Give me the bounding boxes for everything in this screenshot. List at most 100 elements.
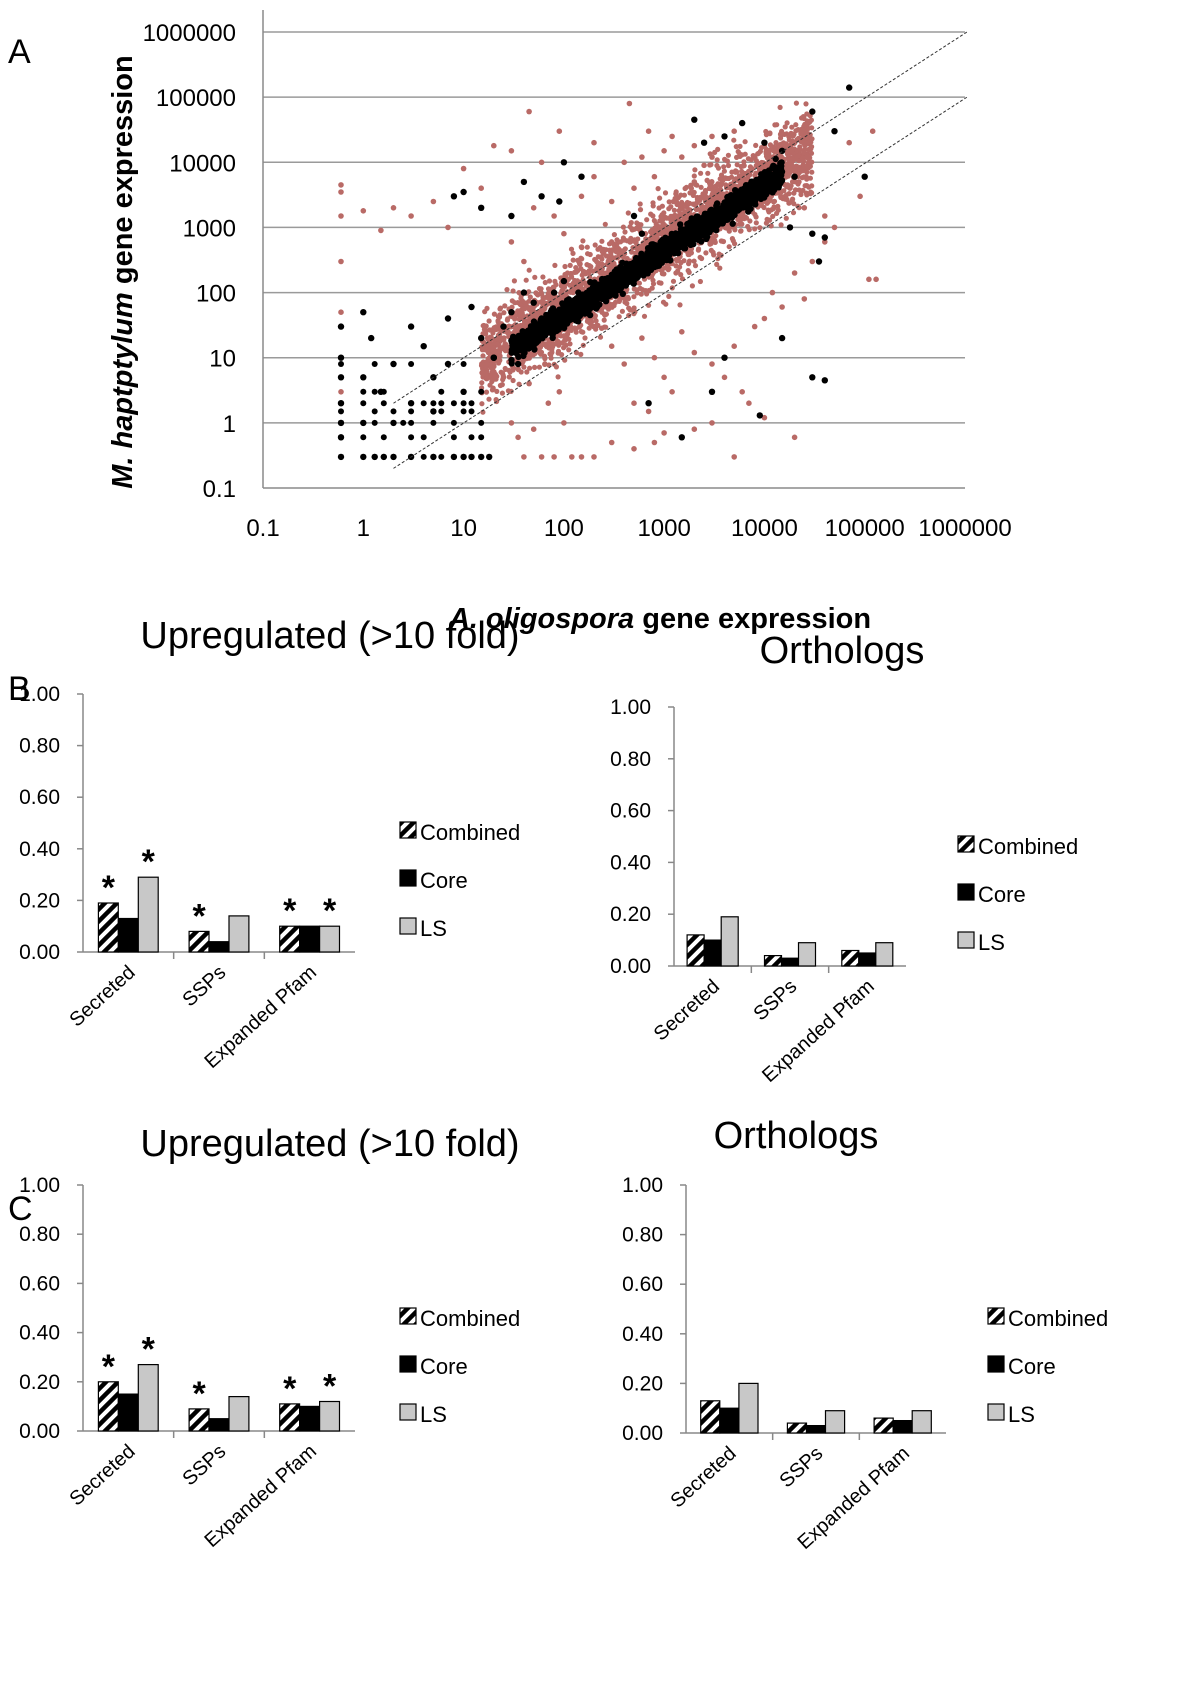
scatter-point (658, 280, 664, 286)
scatter-point (743, 190, 750, 197)
scatter-point (778, 135, 784, 141)
scatter-point (802, 121, 808, 127)
scatter-point (669, 133, 675, 140)
scatter-point (538, 322, 545, 330)
scatter-point (677, 302, 683, 308)
scatter-point (527, 294, 533, 300)
scatter-point (420, 343, 427, 350)
scatter-point (774, 122, 780, 128)
scatter-point (745, 156, 752, 162)
scatter-point (556, 198, 563, 205)
scatter-point (798, 130, 804, 136)
scatter-point (555, 374, 561, 380)
scatter-point (666, 293, 672, 299)
scatter-point (480, 353, 486, 359)
scatter-point (561, 230, 567, 237)
scatter-point (591, 454, 597, 460)
scatter-point (801, 205, 808, 211)
scatter-point (750, 153, 756, 159)
scatter-point (709, 179, 715, 185)
scatter-point (719, 238, 725, 244)
scatter-point (567, 327, 573, 333)
scatter-point (548, 352, 554, 358)
scatter-point (516, 381, 522, 387)
scatter-point (648, 247, 655, 254)
scatter-point (527, 305, 533, 311)
scatter-point (790, 163, 796, 169)
scatter-point (731, 128, 737, 134)
scatter-points (337, 31, 968, 469)
scatter-point (679, 329, 685, 335)
scatter-point (674, 201, 680, 208)
scatter-point (677, 229, 684, 237)
scatter-point (803, 101, 809, 107)
scatter-point (542, 356, 548, 362)
scatter-point (740, 175, 746, 181)
scatter-point (786, 167, 792, 173)
scatter-point (729, 220, 736, 227)
scatter-point (504, 287, 510, 293)
scatter-point (778, 222, 784, 228)
scatter-point (655, 186, 661, 192)
scatter-point (445, 224, 451, 231)
scatter-point (822, 213, 828, 219)
scatter-point (536, 286, 543, 292)
scatter-point (601, 311, 607, 317)
scatter-point (490, 354, 497, 361)
scatter-point (616, 314, 622, 320)
scatter-point (795, 153, 801, 159)
scatter-point (555, 325, 563, 332)
scatter-point (620, 224, 627, 230)
scatter-point (460, 388, 467, 395)
scatter-point (636, 221, 642, 227)
scatter-point (766, 161, 772, 167)
scatter-point (497, 382, 503, 389)
scatter-point (489, 387, 495, 393)
scatter-point (542, 279, 548, 286)
scatter-point (570, 250, 576, 256)
scatter-point (493, 350, 499, 356)
scatter-point (745, 205, 752, 212)
scatter-point (555, 350, 561, 356)
scatter-point (585, 301, 593, 308)
scatter-point (499, 390, 505, 396)
scatter-point (631, 185, 637, 191)
scatter-point (360, 309, 367, 316)
scatter-point (715, 205, 722, 212)
scatter-point (717, 265, 723, 271)
scatter-point (609, 255, 615, 261)
scatter-point (646, 302, 652, 308)
scatter-point (641, 313, 648, 319)
scatter-point (521, 454, 527, 460)
scatter-point (663, 301, 669, 307)
scatter-point (747, 172, 753, 178)
scatter-point (768, 223, 774, 229)
scatter-point (656, 205, 662, 211)
scatter-point (846, 139, 852, 146)
scatter-point (752, 201, 759, 208)
scatter-point (578, 266, 584, 272)
scatter-point (540, 274, 546, 280)
scatter-point (521, 258, 527, 265)
scatter-point (691, 426, 698, 433)
scatter-point (771, 199, 777, 205)
scatter-point (516, 325, 522, 331)
scatter-point (726, 244, 732, 250)
scatter-point (516, 332, 523, 339)
scatter-point (731, 454, 737, 460)
scatter-point (622, 229, 628, 235)
scatter-point (479, 401, 485, 407)
scatter-point (578, 173, 585, 180)
scatter-point (786, 137, 793, 143)
scatter-point (496, 360, 502, 366)
scatter-point (545, 295, 551, 301)
scatter-point (571, 297, 578, 305)
scatter-point (701, 162, 707, 169)
scatter-point (627, 224, 633, 230)
scatter-point (631, 400, 637, 407)
scatter-point (624, 300, 630, 307)
scatter-point (772, 155, 779, 163)
scatter-point (595, 254, 601, 260)
scatter-point (766, 150, 772, 156)
scatter-point (560, 159, 568, 166)
